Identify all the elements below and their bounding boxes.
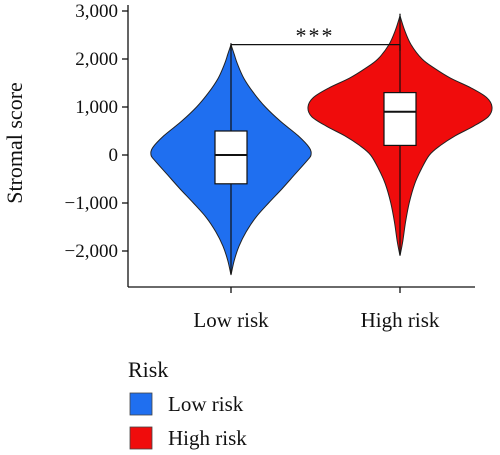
x-axis-ticks: Low risk High risk (193, 287, 440, 332)
plot-area (150, 13, 493, 276)
box-high-risk (383, 91, 417, 146)
y-tick-label: 2,000 (75, 49, 118, 70)
y-tick-label: 3,000 (75, 1, 118, 22)
legend-swatch (129, 392, 153, 416)
box-low-risk (214, 130, 248, 185)
y-tick-label: −1,000 (65, 193, 118, 214)
legend: Risk Low risk High risk (128, 357, 247, 450)
y-tick-label: −2,000 (65, 241, 118, 262)
legend-swatch (129, 426, 153, 450)
x-tick-label: High risk (361, 308, 440, 332)
x-tick-label: Low risk (193, 308, 269, 332)
y-axis-ticks: 3,000 2,000 1,000 0 −1,000 −2,000 (65, 1, 128, 262)
y-tick-label: 1,000 (75, 97, 118, 118)
y-tick-label: 0 (109, 145, 119, 166)
y-axis-title: Stromal score (2, 82, 27, 204)
legend-label: Low risk (168, 392, 244, 416)
significance-label: *** (296, 23, 335, 48)
legend-label: High risk (168, 426, 247, 450)
significance-bracket: *** (230, 23, 401, 51)
legend-title: Risk (128, 357, 168, 382)
